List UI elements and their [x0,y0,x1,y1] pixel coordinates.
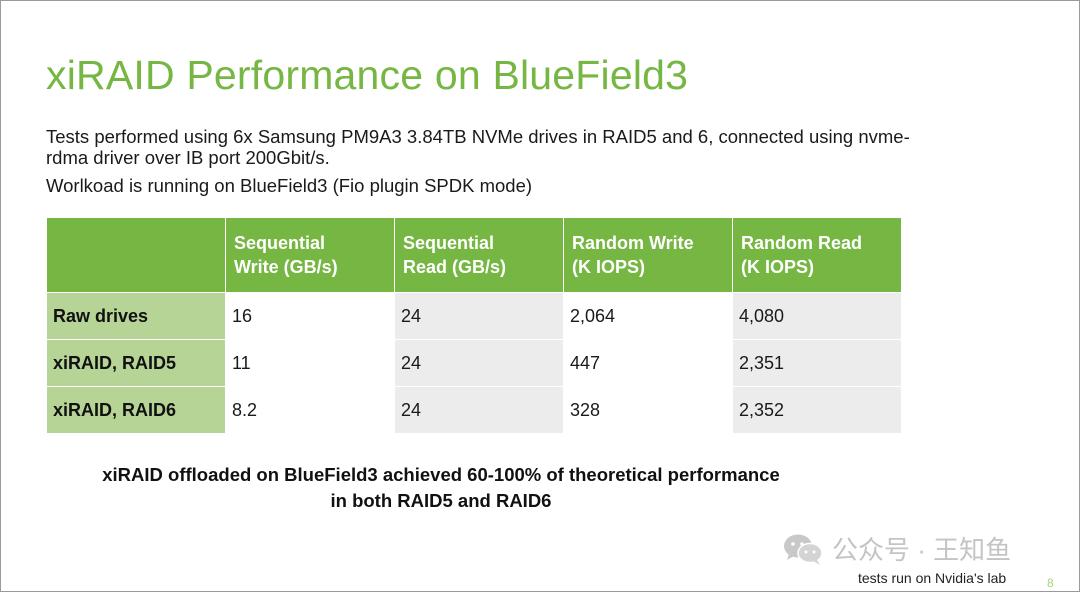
header-line: Sequential [234,233,326,253]
table-cell: 4,080 [733,293,901,339]
table-cell: 24 [395,387,563,433]
table-cell: 447 [564,340,732,386]
table-cell: 24 [395,293,563,339]
header-line: Random Read [741,233,863,253]
table-cell: 11 [226,340,394,386]
row-label: xiRAID, RAID5 [47,340,225,386]
test-setup-description: Tests performed using 6x Samsung PM9A3 3… [46,126,910,168]
row-label: Raw drives [47,293,225,339]
conclusion-text: xiRAID offloaded on BlueField3 achieved … [46,462,836,514]
conclusion-line: xiRAID offloaded on BlueField3 achieved … [102,464,780,485]
table-cell: 24 [395,340,563,386]
watermark-text: 公众号 · 王知鱼 [832,535,1012,565]
performance-table: Sequential Write (GB/s) Sequential Read … [46,217,902,434]
table-header-row: Sequential Write (GB/s) Sequential Read … [47,218,901,292]
workload-description: Worlkoad is running on BlueField3 (Fio p… [46,175,533,196]
wechat-watermark: 公众号 · 王知鱼 [782,530,1011,567]
header-sequential-write: Sequential Write (GB/s) [226,218,394,292]
conclusion-line: in both RAID5 and RAID6 [330,490,552,511]
footnote: tests run on Nvidia's lab [858,570,1007,586]
table-corner-cell [47,218,225,292]
header-sequential-read: Sequential Read (GB/s) [395,218,563,292]
table-row: Raw drives 16 24 2,064 4,080 [47,293,901,339]
header-line: Sequential [403,233,495,253]
table-cell: 2,351 [733,340,901,386]
table-cell: 2,352 [733,387,901,433]
header-random-read: Random Read (K IOPS) [733,218,901,292]
header-random-write: Random Write (K IOPS) [564,218,732,292]
header-line: Write (GB/s) [234,257,338,277]
header-line: Read (GB/s) [403,257,507,277]
table-cell: 8.2 [226,387,394,433]
wechat-icon [784,534,823,565]
table-row: xiRAID, RAID6 8.2 24 328 2,352 [47,387,901,433]
table-cell: 2,064 [564,293,732,339]
table-row: xiRAID, RAID5 11 24 447 2,351 [47,340,901,386]
header-line: (K IOPS) [741,257,815,277]
row-label: xiRAID, RAID6 [47,387,225,433]
header-line: (K IOPS) [572,257,646,277]
page-number: 8 [1047,576,1054,590]
header-line: Random Write [572,233,694,253]
slide-title: xiRAID Performance on BlueField3 [46,52,689,98]
table-cell: 16 [226,293,394,339]
table-cell: 328 [564,387,732,433]
